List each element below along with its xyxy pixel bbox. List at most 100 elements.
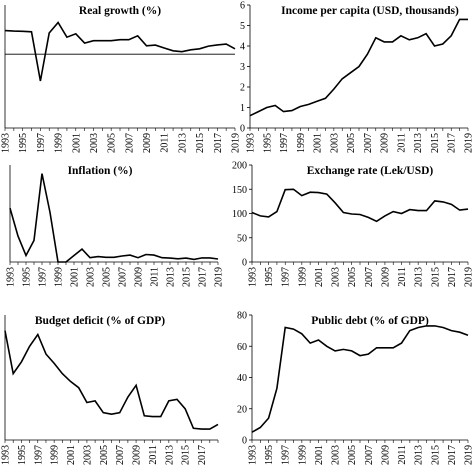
x-tick-label: 1995	[17, 445, 28, 465]
x-tick-label: 2001	[70, 267, 81, 287]
x-tick-label: 2005	[346, 133, 357, 153]
x-tick-label: 2005	[99, 445, 110, 465]
data-line	[251, 188, 469, 223]
x-tick-label: 2001	[66, 445, 77, 465]
x-tick-label: 2009	[134, 267, 145, 287]
x-tick-label: 2005	[347, 445, 358, 465]
x-tick-label: 1999	[54, 267, 65, 287]
x-tick-label: 2003	[331, 445, 342, 465]
chart-title: Real growth (%)	[79, 5, 161, 17]
x-tick-label: 2013	[177, 133, 188, 153]
x-tick-label: 2013	[414, 445, 425, 465]
x-tick-label: 2015	[195, 133, 206, 153]
x-tick-label: 2007	[115, 445, 126, 465]
x-tick-label: 2017	[447, 445, 458, 465]
data-line	[9, 173, 219, 263]
y-tick-label: 150	[232, 185, 247, 196]
x-tick-label: 2009	[380, 267, 391, 287]
x-tick-label: 2003	[331, 267, 342, 287]
x-tick-label: 2009	[380, 133, 391, 153]
y-tick-label: 5	[240, 21, 245, 32]
x-tick-label: 2007	[124, 133, 135, 153]
y-tick-label: 2	[240, 83, 245, 94]
x-tick-label: 2017	[197, 445, 208, 465]
x-tick-label: 1999	[296, 133, 307, 153]
y-tick-label: 4	[240, 42, 245, 53]
x-tick-label: 2015	[182, 267, 193, 287]
x-tick-label: 1993	[1, 133, 12, 153]
data-line	[249, 18, 468, 117]
x-tick-label: 2009	[142, 133, 153, 153]
x-tick-label: 1999	[297, 267, 308, 287]
y-tick-label: 0	[242, 436, 247, 447]
chart-title: Budget deficit (% of GDP)	[35, 315, 165, 327]
x-tick-label: 1993	[6, 267, 17, 287]
x-tick-label: 2019	[231, 133, 242, 153]
x-tick-label: 2015	[181, 445, 192, 465]
chart-title: Income per capita (USD, thousands)	[281, 5, 459, 17]
y-tick-label: 40	[237, 373, 247, 384]
x-tick-label: 2013	[413, 133, 424, 153]
x-tick-label: 1995	[22, 267, 33, 287]
x-tick-label: 2019	[464, 445, 474, 465]
x-tick-label: 2001	[313, 133, 324, 153]
y-tick-label: 60	[237, 342, 247, 353]
x-tick-label: 2005	[347, 267, 358, 287]
x-tick-label: 2003	[329, 133, 340, 153]
x-tick-label: 1993	[246, 133, 257, 153]
x-tick-label: 2011	[397, 445, 408, 465]
x-tick-label: 1993	[1, 445, 12, 465]
x-tick-label: 2013	[164, 445, 175, 465]
x-tick-label: 2013	[166, 267, 177, 287]
x-tick-label: 2009	[380, 445, 391, 465]
x-tick-label: 2009	[132, 445, 143, 465]
x-tick-label: 1997	[33, 445, 44, 465]
x-tick-label: 2007	[364, 267, 375, 287]
chart-title: Public debt (% of GDP)	[311, 315, 429, 327]
y-tick-label: 200	[232, 161, 247, 172]
x-tick-label: 2017	[213, 133, 224, 153]
x-tick-label: 2017	[198, 267, 209, 287]
y-tick-label: 50	[237, 233, 247, 244]
x-tick-label: 2003	[89, 133, 100, 153]
y-tick-label: 6	[240, 1, 245, 12]
x-tick-label: 2001	[314, 445, 325, 465]
x-tick-label: 1999	[54, 133, 65, 153]
y-tick-label: 0	[240, 124, 245, 135]
x-tick-label: 2017	[447, 267, 458, 287]
x-tick-label: 1995	[18, 133, 29, 153]
x-tick-label: 2015	[430, 133, 441, 153]
x-tick-label: 2011	[150, 267, 161, 287]
x-tick-label: 2015	[430, 267, 441, 287]
x-tick-label: 2005	[107, 133, 118, 153]
x-tick-label: 2001	[314, 267, 325, 287]
x-tick-label: 1997	[281, 267, 292, 287]
x-tick-label: 2019	[464, 267, 474, 287]
x-tick-label: 2007	[118, 267, 129, 287]
x-tick-label: 2005	[102, 267, 113, 287]
x-tick-label: 2013	[414, 267, 425, 287]
x-tick-label: 2003	[82, 445, 93, 465]
x-tick-label: 2019	[464, 133, 474, 153]
chart-title: Exchange rate (Lek/USD)	[307, 165, 434, 177]
y-tick-label: 20	[237, 404, 247, 415]
x-tick-label: 2019	[214, 267, 225, 287]
x-tick-label: 1997	[279, 133, 290, 153]
y-tick-label: 100	[232, 209, 247, 220]
x-tick-label: 2011	[160, 133, 171, 153]
x-tick-label: 1997	[36, 133, 47, 153]
y-tick-label: 0	[242, 258, 247, 269]
x-tick-label: 1997	[38, 267, 49, 287]
data-line	[4, 330, 219, 430]
chart-title: Inflation (%)	[68, 165, 133, 177]
x-tick-label: 2015	[430, 445, 441, 465]
x-tick-label: 1995	[264, 445, 275, 465]
x-tick-label: 2011	[396, 133, 407, 153]
x-tick-label: 1995	[262, 133, 273, 153]
data-line	[251, 325, 469, 433]
y-tick-label: 80	[237, 311, 247, 322]
x-tick-label: 2003	[86, 267, 97, 287]
x-tick-label: 2007	[364, 445, 375, 465]
x-tick-label: 1995	[264, 267, 275, 287]
